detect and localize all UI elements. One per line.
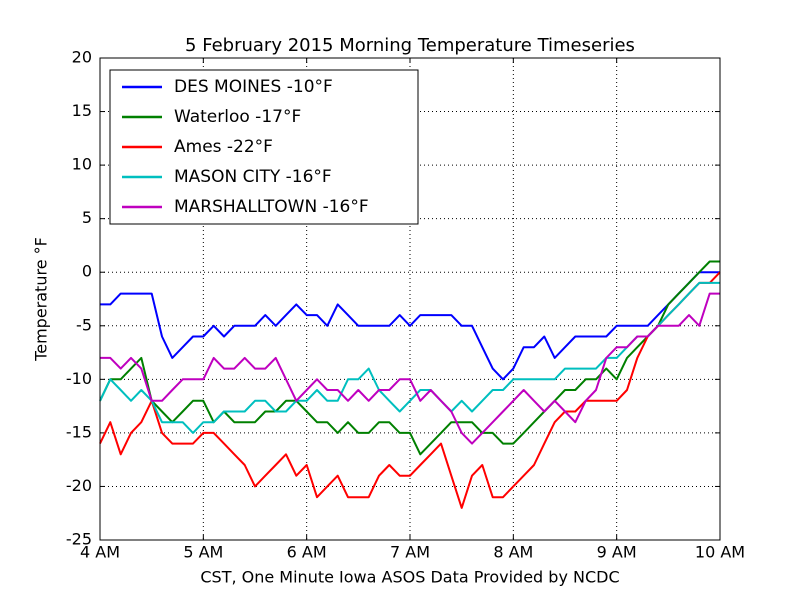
series-line [99,260,720,456]
y-tick-label: 10 [72,155,92,174]
legend: DES MOINES -10°F Waterloo -17°F Ames -22°F… [109,69,419,225]
x-tick-label: 5 AM [183,543,223,562]
legend-label: Waterloo -17°F [174,107,301,127]
y-tick-label: -15 [66,422,92,441]
y-tick-label: 15 [72,101,92,120]
series-line [99,271,721,509]
y-tick-label: -25 [66,530,92,549]
x-tick-label: 4 AM [80,543,120,562]
x-tick-label: 9 AM [597,543,637,562]
x-tick-label: 8 AM [493,543,533,562]
y-tick-label: 20 [72,48,92,67]
legend-label: Ames -22°F [174,137,273,157]
x-tick-label: 10 AM [695,543,745,562]
x-tick-label: 7 AM [390,543,430,562]
series-line [100,271,720,381]
legend-label: DES MOINES -10°F [174,77,333,97]
y-tick-label: -20 [66,476,92,495]
y-tick-label: 0 [82,262,92,281]
y-tick-label: -5 [76,315,92,334]
y-tick-label: 5 [82,208,92,227]
plot-frame [99,57,721,541]
y-tick-label: -10 [66,369,92,388]
x-tick-label: 6 AM [287,543,327,562]
y-axis-label: Temperature °F [32,237,51,362]
legend-label: MARSHALLTOWN -16°F [174,197,369,217]
series-line [99,281,720,434]
chart-title: 5 February 2015 Morning Temperature Time… [185,35,635,56]
legend-label: MASON CITY -16°F [174,167,332,187]
x-axis-label: CST, One Minute Iowa ASOS Data Provided … [200,568,619,587]
series-line [100,292,720,445]
